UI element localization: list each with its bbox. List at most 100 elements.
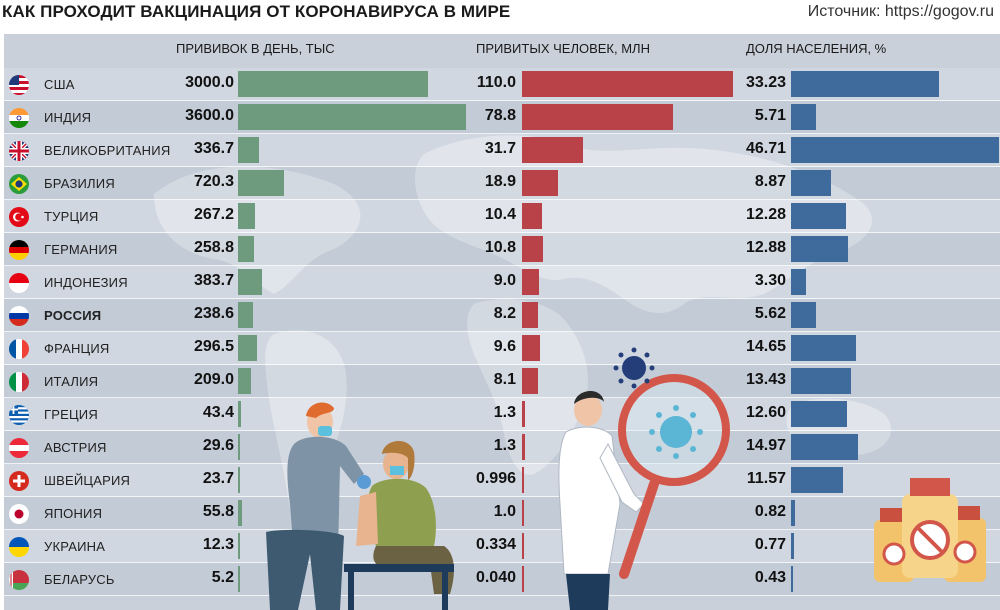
bar [238, 335, 257, 361]
table-row: РОССИЯ 238.6 8.2 5.62 [4, 299, 1000, 332]
data-label: 8.2 [493, 305, 516, 322]
bar [238, 269, 263, 295]
bar [522, 500, 524, 526]
bar [791, 401, 848, 427]
country-label: ТУРЦИЯ [44, 209, 99, 224]
source-note: Источник: https://gogov.ru [807, 3, 994, 20]
bar [791, 533, 795, 559]
data-label: 0.77 [754, 536, 786, 553]
country-label: БЕЛАРУСЬ [44, 572, 115, 587]
country-label: ГЕРМАНИЯ [44, 242, 118, 257]
table-row: БЕЛАРУСЬ 5.2 0.040 0.43 [4, 563, 1000, 596]
bar [238, 170, 284, 196]
brazil-flag-icon [9, 174, 29, 194]
bar [522, 533, 524, 559]
bar [522, 566, 524, 592]
bar [238, 203, 255, 229]
data-label: 10.8 [484, 239, 516, 256]
data-label: 3000.0 [185, 74, 234, 91]
data-label: 5.62 [754, 305, 786, 322]
bar [238, 533, 240, 559]
japan-flag-icon [9, 504, 29, 524]
country-label: ВЕЛИКОБРИТАНИЯ [44, 143, 171, 158]
india-flag-icon [9, 108, 29, 128]
data-label: 31.7 [484, 140, 516, 157]
row-divider [4, 166, 1000, 167]
data-label: 1.3 [493, 437, 516, 454]
bar [791, 335, 857, 361]
chart-panel: ПРИВИВОК В ДЕНЬ, ТЫС ПРИВИТЫХ ЧЕЛОВЕК, М… [4, 34, 1000, 610]
data-label: 3.30 [754, 272, 786, 289]
table-row: ЯПОНИЯ 55.8 1.0 0.82 [4, 497, 1000, 530]
data-label: 33.23 [745, 74, 786, 91]
data-label: 383.7 [193, 272, 234, 289]
data-label: 8.87 [754, 173, 786, 190]
bar [791, 302, 816, 328]
russia-flag-icon [9, 306, 29, 326]
bar [791, 104, 817, 130]
bar [522, 71, 733, 97]
table-row: ФРАНЦИЯ 296.5 9.6 14.65 [4, 332, 1000, 365]
bar [522, 467, 524, 493]
column-header-vaccinated: ПРИВИТЫХ ЧЕЛОВЕК, МЛН [476, 41, 650, 56]
data-label: 78.8 [484, 107, 516, 124]
bar [791, 203, 846, 229]
row-divider [4, 364, 1000, 365]
data-label: 29.6 [202, 437, 234, 454]
bar [791, 269, 806, 295]
bar [238, 401, 241, 427]
row-divider [4, 232, 1000, 233]
turkey-flag-icon [9, 207, 29, 227]
data-label: 110.0 [476, 74, 516, 91]
bar [791, 137, 999, 163]
data-label: 8.1 [493, 371, 516, 388]
bar [238, 104, 466, 130]
country-label: ГРЕЦИЯ [44, 407, 98, 422]
data-label: 18.9 [484, 173, 516, 190]
country-label: ИНДИЯ [44, 110, 92, 125]
row-divider [4, 397, 1000, 398]
column-header-population-share: ДОЛЯ НАСЕЛЕНИЯ, % [746, 41, 887, 56]
data-label: 0.040 [475, 569, 516, 586]
table-row: ВЕЛИКОБРИТАНИЯ 336.7 31.7 46.71 [4, 134, 1000, 167]
bar [238, 302, 254, 328]
bar [238, 467, 240, 493]
data-label: 43.4 [202, 404, 234, 421]
bar [522, 269, 540, 295]
country-label: ИНДОНЕЗИЯ [44, 275, 128, 290]
data-label: 46.71 [745, 140, 786, 157]
data-label: 12.28 [745, 206, 786, 223]
data-label: 3600.0 [185, 107, 234, 124]
row-divider [4, 529, 1000, 530]
belarus-flag-icon [9, 570, 29, 590]
data-label: 267.2 [193, 206, 234, 223]
data-label: 10.4 [484, 206, 516, 223]
data-label: 12.60 [745, 404, 786, 421]
row-divider [4, 265, 1000, 266]
bar [522, 137, 583, 163]
data-label: 14.97 [745, 437, 786, 454]
france-flag-icon [9, 339, 29, 359]
row-stripe [4, 266, 1000, 299]
indonesia-flag-icon [9, 273, 29, 293]
table-row: ИТАЛИЯ 209.0 8.1 13.43 [4, 365, 1000, 398]
data-label: 258.8 [193, 239, 234, 256]
row-stripe [4, 299, 1000, 332]
table-row: АВСТРИЯ 29.6 1.3 14.97 [4, 431, 1000, 464]
table-row: ГРЕЦИЯ 43.4 1.3 12.60 [4, 398, 1000, 431]
bar [238, 236, 255, 262]
data-label: 5.71 [754, 107, 786, 124]
row-divider [4, 463, 1000, 464]
greece-flag-icon [9, 405, 29, 425]
bar [238, 137, 260, 163]
row-stripe [4, 497, 1000, 530]
data-label: 0.82 [754, 503, 786, 520]
us-flag-icon [9, 75, 29, 95]
row-stripe [4, 101, 1000, 134]
data-label: 209.0 [193, 371, 234, 388]
country-label: ЯПОНИЯ [44, 506, 103, 521]
data-label: 23.7 [202, 470, 234, 487]
chart-title: КАК ПРОХОДИТ ВАКЦИНАЦИЯ ОТ КОРОНАВИРУСА … [2, 2, 511, 21]
bar [791, 566, 793, 592]
table-row: США 3000.0 110.0 33.23 [4, 68, 1000, 101]
